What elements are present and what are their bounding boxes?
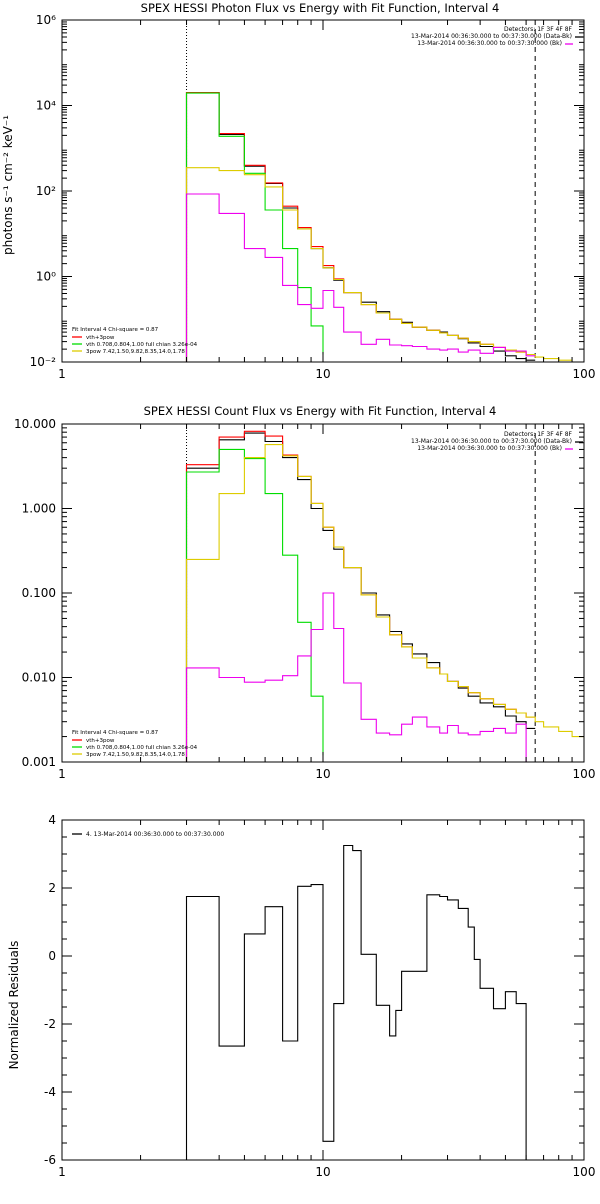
count-x-tick-label: 1 — [58, 767, 66, 781]
residual-y-tick-label: 0 — [48, 949, 56, 963]
count-legend-detectors: Detectors: 1F 3F 4F 8F — [504, 431, 573, 438]
photon-panel-title: SPEX HESSI Photon Flux vs Energy with Fi… — [141, 1, 500, 15]
photon-legend-detectors: Detectors: 1F 3F 4F 8F — [504, 26, 573, 33]
residuals-panel: Normalized Residuals 1 10 100 -6 -4 -2 0 2 4 4. … — [7, 813, 595, 1179]
photon-y-tick-label: 10² — [36, 184, 56, 198]
photon-legend-bk: 13-Mar-2014 00:36:30.000 to 00:37:30.000… — [417, 40, 562, 47]
photon-y-tick-label: 10⁰ — [36, 270, 56, 284]
photon-x-tick-label: 100 — [573, 367, 596, 381]
residuals-panel-ylabel: Normalized Residuals — [7, 941, 21, 1070]
count-legend-vth: vth 0.708,0.804,1.00 full chian 3.26e-04 — [86, 745, 198, 751]
count-legend-bk: 13-Mar-2014 00:36:30.000 to 00:37:30.000… — [417, 445, 562, 452]
residual-y-tick-label: -6 — [44, 1153, 56, 1167]
count-legend-pow: 3pow 7.42,1.50,9.82,8.35,14.0,1.78 — [86, 752, 185, 758]
count-panel-title: SPEX HESSI Count Flux vs Energy with Fit… — [144, 404, 497, 418]
photon-legend-pow: 3pow 7.42,1.50,9.82,8.35,14.0,1.78 — [86, 349, 185, 355]
photon-legend-fit-interval: Fit Interval 4 Chi-square = 0.87 — [72, 327, 159, 333]
count-legend-data-bk: 13-Mar-2014 00:36:30.000 to 00:37:30.000… — [411, 438, 572, 445]
residual-series-data — [185, 844, 536, 1161]
photon-panel-ylabel: photons s⁻¹ cm⁻² keV⁻¹ — [1, 115, 15, 255]
count-y-tick-label: 10.000 — [14, 417, 56, 431]
residual-x-tick-label: 1 — [58, 1165, 66, 1179]
count-legend-fit: vth+3pow — [86, 738, 115, 744]
count-series-power — [185, 444, 584, 762]
photon-flux-panel: SPEX HESSI Photon Flux vs Energy with Fi… — [1, 1, 595, 381]
count-y-tick-label: 0.100 — [22, 586, 56, 600]
residual-y-tick-label: -4 — [44, 1085, 56, 1099]
count-y-tick-label: 0.001 — [22, 755, 56, 769]
count-series-thermal — [185, 448, 324, 762]
count-x-tick-label: 10 — [315, 767, 330, 781]
count-series-background — [185, 592, 536, 763]
photon-series-background — [185, 193, 536, 362]
photon-legend-data-bk: 13-Mar-2014 00:36:30.000 to 00:37:30.000… — [411, 33, 572, 40]
residual-x-tick-label: 100 — [573, 1165, 596, 1179]
photon-legend-fit: vth+3pow — [86, 335, 115, 341]
count-y-tick-label: 1.000 — [22, 502, 56, 516]
residual-y-tick-label: 4 — [48, 813, 56, 827]
count-y-tick-label: 0.010 — [22, 671, 56, 685]
residuals-legend-label: 4. 13-Mar-2014 00:36:30.000 to 00:37:30.… — [86, 831, 224, 838]
residual-x-tick-label: 10 — [315, 1165, 330, 1179]
photon-y-tick-label: 10⁶ — [36, 13, 56, 27]
count-legend-fit-interval: Fit Interval 4 Chi-square = 0.87 — [72, 730, 159, 736]
residual-y-tick-label: -2 — [44, 1017, 56, 1031]
photon-legend-vth: vth 0.708,0.804,1.00 full chian 3.26e-04 — [86, 342, 198, 348]
photon-y-tick-label: 10⁻² — [30, 355, 57, 369]
count-flux-panel: SPEX HESSI Count Flux vs Energy with Fit… — [14, 404, 595, 781]
photon-y-tick-label: 10⁴ — [36, 99, 56, 113]
photon-x-tick-label: 10 — [315, 367, 330, 381]
residual-y-tick-label: 2 — [48, 881, 56, 895]
count-x-tick-label: 100 — [573, 767, 596, 781]
photon-x-tick-label: 1 — [58, 367, 66, 381]
